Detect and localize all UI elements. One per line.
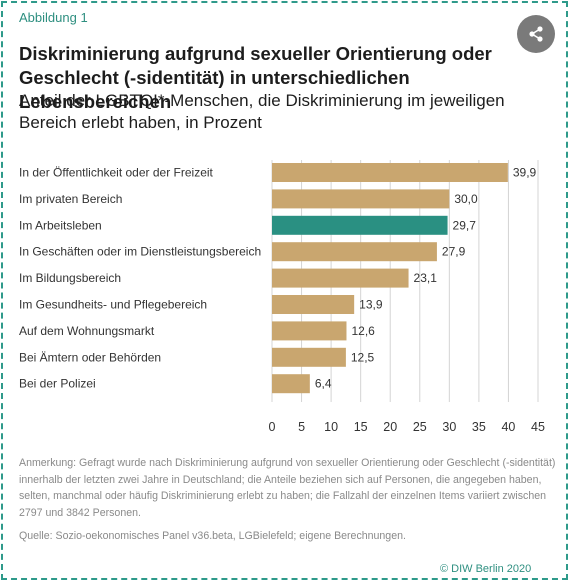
bar xyxy=(272,295,355,314)
x-tick-label: 25 xyxy=(413,420,427,434)
share-button[interactable] xyxy=(517,15,555,53)
bar xyxy=(272,189,450,209)
value-label: 29,7 xyxy=(453,218,477,232)
value-label: 13,9 xyxy=(359,298,383,312)
bar xyxy=(272,268,409,288)
bar xyxy=(272,215,448,235)
value-label: 27,9 xyxy=(442,245,466,259)
value-label: 6,4 xyxy=(315,377,332,391)
value-label: 12,6 xyxy=(351,324,375,338)
category-label: Im Gesundheits- und Pflegebereich xyxy=(19,298,207,312)
x-tick-label: 5 xyxy=(298,420,305,434)
category-label: Im Bildungsbereich xyxy=(19,271,121,285)
x-tick-label: 15 xyxy=(354,420,368,434)
x-tick-label: 35 xyxy=(472,420,486,434)
x-tick-label: 30 xyxy=(442,420,456,434)
x-tick-label: 20 xyxy=(383,420,397,434)
x-tick-label: 10 xyxy=(324,420,338,434)
x-tick-label: 40 xyxy=(501,420,515,434)
category-labels: In der Öffentlichkeit oder der Freizeit I… xyxy=(19,166,261,391)
bar xyxy=(272,374,310,394)
copyright: © DIW Berlin 2020 xyxy=(440,563,532,575)
x-axis-ticks: 0 5 10 15 20 25 30 35 40 45 xyxy=(269,420,545,434)
bar xyxy=(272,347,346,367)
category-label: Im privaten Bereich xyxy=(19,192,122,206)
category-label: Im Arbeitsleben xyxy=(19,218,102,232)
category-label: Auf dem Wohnungsmarkt xyxy=(19,324,155,338)
bar xyxy=(272,242,437,262)
bar xyxy=(272,321,347,341)
chart-title: Diskriminierung aufgrund sexueller Orien… xyxy=(19,43,492,112)
value-labels: 39,9 30,0 29,7 27,9 23,1 13,9 12,6 12,5 6,4 xyxy=(315,166,537,391)
share-icon xyxy=(529,26,543,42)
chart-source: Quelle: Sozio-oekonomisches Panel v36.be… xyxy=(19,530,406,542)
category-label: Bei der Polizei xyxy=(19,377,96,391)
x-tick-label: 0 xyxy=(269,420,276,434)
chart-note: Anmerkung: Gefragt wurde nach Diskrimini… xyxy=(19,457,556,519)
chart-subtitle: Anteil der LGBTQI*-Menschen, die Diskrim… xyxy=(19,91,505,132)
category-label: In der Öffentlichkeit oder der Freizeit xyxy=(19,166,214,180)
bar xyxy=(272,163,508,182)
figure-label: Abbildung 1 xyxy=(19,10,88,25)
category-label: In Geschäften oder im Dienstleistungsber… xyxy=(19,245,261,259)
category-label: Bei Ämtern oder Behörden xyxy=(19,350,161,364)
x-tick-label: 45 xyxy=(531,420,545,434)
value-label: 12,5 xyxy=(351,350,375,364)
bars xyxy=(272,163,508,394)
value-label: 23,1 xyxy=(414,271,438,285)
value-label: 30,0 xyxy=(454,192,478,206)
value-label: 39,9 xyxy=(513,166,537,180)
